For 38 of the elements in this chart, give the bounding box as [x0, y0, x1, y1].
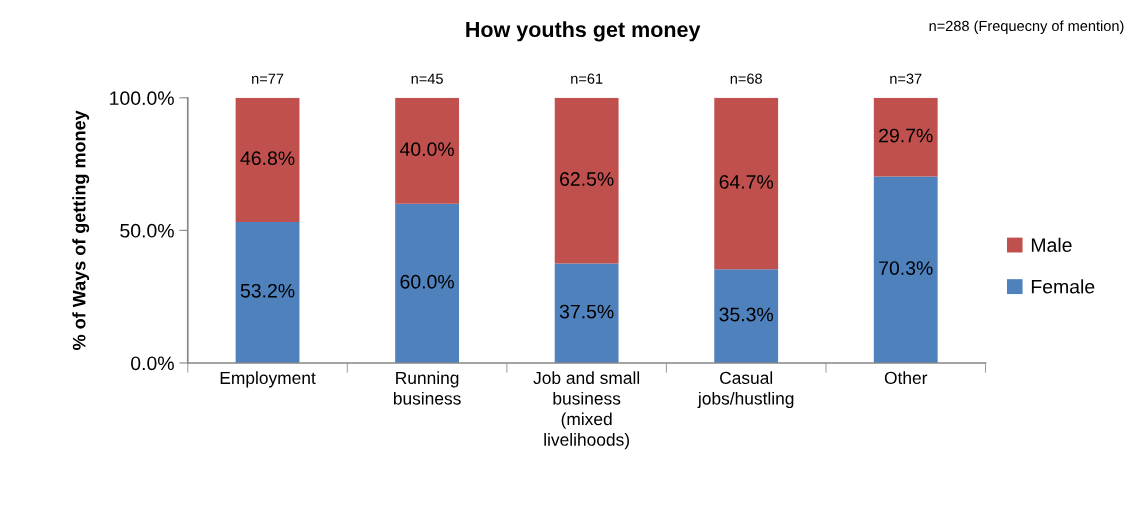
bar [714, 269, 779, 363]
data-label: 35.3% [719, 307, 774, 322]
chart-title: How youths get money [466, 21, 701, 42]
y-tick-label: 50.0% [120, 223, 174, 238]
annotation: n=45 [411, 73, 443, 84]
bar [235, 221, 300, 363]
data-label: 46.8% [240, 151, 295, 166]
legend-label: Female [1031, 279, 1095, 294]
data-label: 70.3% [879, 261, 933, 275]
y-tick-label: 0.0% [131, 356, 174, 371]
data-label: 62.5% [560, 172, 614, 186]
bar [395, 203, 459, 363]
text: n=288 (Frequecny of mention) [929, 20, 1124, 34]
bar [873, 97, 938, 177]
bar [554, 97, 619, 264]
x-tick-label: Employment [220, 371, 316, 388]
legend-label: Male [1031, 237, 1072, 252]
y-axis-title: % of Ways of getting money [72, 110, 90, 350]
data-label: 64.7% [719, 175, 774, 189]
annotation: n=37 [890, 73, 922, 84]
annotation: n=68 [730, 73, 762, 84]
bar [873, 176, 938, 363]
data-label: 29.7% [879, 128, 933, 143]
data-label: 40.0% [399, 142, 454, 157]
annotation: n=61 [571, 73, 603, 84]
bar [714, 97, 779, 270]
data-label: 37.5% [559, 304, 614, 319]
bar [235, 97, 300, 222]
data-label: 60.0% [400, 274, 454, 289]
data-label: 53.2% [240, 283, 295, 298]
y-tick-label: 100.0% [110, 91, 174, 106]
bar [554, 263, 619, 363]
x-tick-label: Running business [393, 371, 461, 405]
x-tick-label: Casual jobs/hustling [697, 371, 794, 409]
x-tick-label: Job and small business (mixed livelihoods) [533, 371, 640, 450]
x-tick-label: Other [884, 371, 928, 385]
bar [395, 97, 459, 204]
annotation: n=77 [252, 73, 284, 84]
